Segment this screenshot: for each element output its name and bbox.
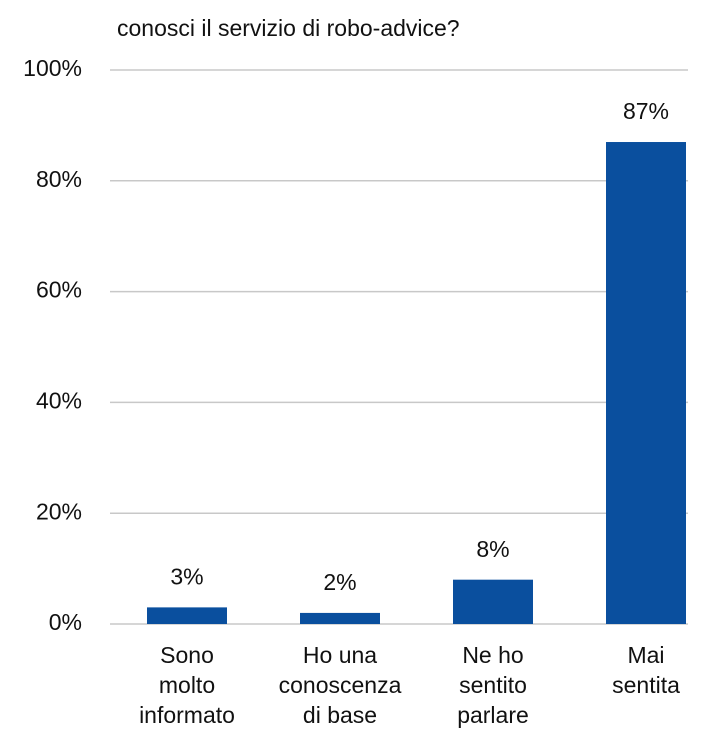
y-tick-label: 80% xyxy=(36,166,82,192)
y-tick-label: 100% xyxy=(23,55,82,81)
bar xyxy=(147,607,227,624)
data-label: 2% xyxy=(323,569,356,595)
bar xyxy=(606,142,686,624)
data-label: 87% xyxy=(623,98,669,124)
x-tick-label: Sono molto informato xyxy=(139,642,235,728)
y-tick-label: 0% xyxy=(49,609,82,635)
x-tick-label: Ne ho sentito parlare xyxy=(457,642,529,728)
data-label: 8% xyxy=(476,536,509,562)
data-label: 3% xyxy=(170,563,203,589)
y-tick-label: 20% xyxy=(36,498,82,524)
x-tick-label: Ho una conoscenza di base xyxy=(278,642,402,728)
bar xyxy=(300,612,380,624)
y-tick-label: 60% xyxy=(36,277,82,303)
bar xyxy=(453,579,533,624)
y-tick-label: 40% xyxy=(36,387,82,413)
x-tick-label: Mai sentita xyxy=(612,642,680,698)
chart-title: conosci il servizio di robo-advice? xyxy=(117,15,460,41)
